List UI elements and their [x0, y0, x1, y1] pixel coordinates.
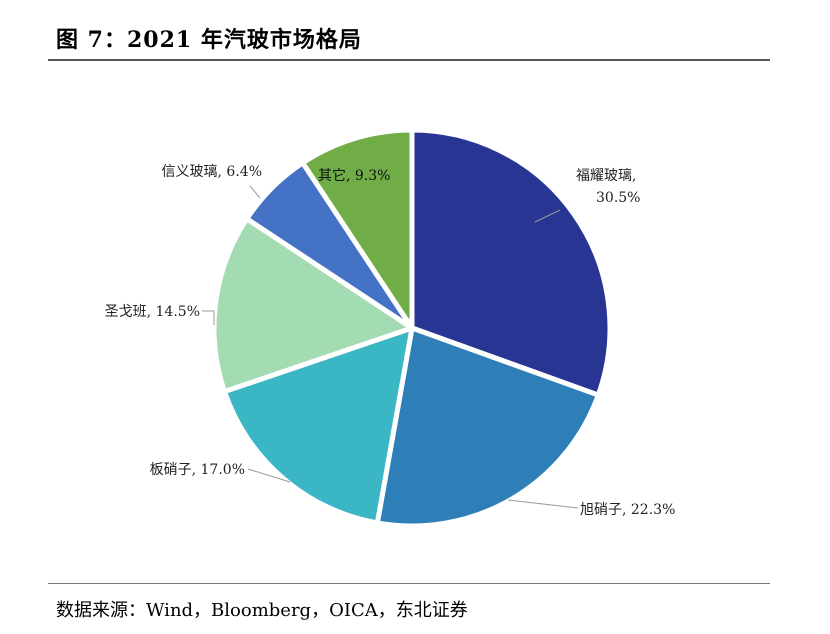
slice-label-5: 信义玻璃, 6.4%: [162, 163, 262, 180]
slice-label-1: 福耀玻璃, 30.5%: [576, 167, 640, 206]
source-divider: [48, 583, 770, 584]
slice-2: [374, 325, 601, 529]
leader-line-4: [202, 310, 215, 325]
leader-line-1: [534, 209, 561, 223]
slice-6: [300, 127, 415, 331]
leader-line-3: [247, 468, 291, 483]
slice-label-3: 板硝子, 17.0%: [150, 462, 245, 478]
data-source: 数据来源：Wind，Bloomberg，OICA，东北证券: [56, 600, 468, 621]
figure-title: 图 7：2021 年汽玻市场格局: [56, 27, 362, 53]
slice-1: [409, 127, 613, 398]
slice-label-6: 其它, 9.3%: [318, 167, 390, 184]
leader-line-5: [249, 185, 261, 199]
leader-line-2: [507, 499, 579, 509]
slice-4: [211, 216, 415, 395]
slice-label-2: 旭硝子, 22.3%: [580, 502, 675, 518]
slice-label-4: 圣戈班, 14.5%: [105, 304, 200, 320]
title-divider: [48, 59, 770, 61]
